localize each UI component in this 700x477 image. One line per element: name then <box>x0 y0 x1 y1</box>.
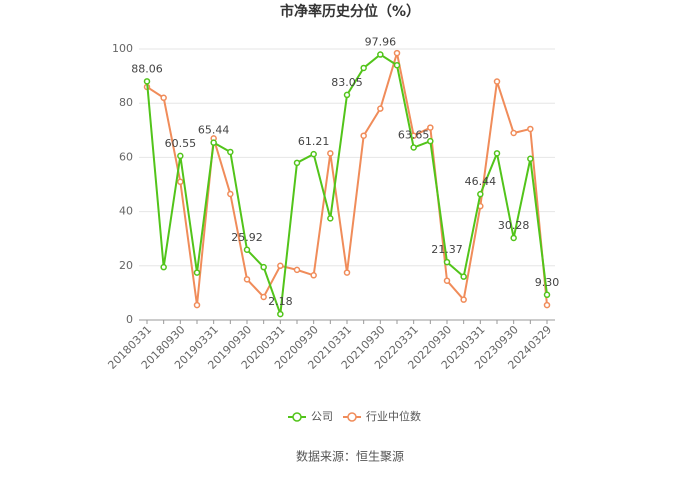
data-label: 61.21 <box>298 135 330 148</box>
point <box>193 269 201 276</box>
source: 数据来源：恒生聚源 <box>296 449 404 464</box>
point <box>327 150 334 157</box>
data-label: 97.96 <box>365 36 397 49</box>
data-label: 25.92 <box>231 231 263 244</box>
y-tick-label: 0 <box>126 313 133 326</box>
point <box>277 310 284 318</box>
point <box>293 266 301 274</box>
data-label: 30.28 <box>498 219 530 232</box>
point <box>343 91 351 99</box>
point <box>493 78 501 85</box>
point <box>327 215 334 222</box>
data-label: 83.05 <box>331 76 363 89</box>
point <box>393 49 401 57</box>
point <box>477 190 484 198</box>
point <box>243 276 251 283</box>
chart-title: 市净率历史分位（%） <box>280 3 420 20</box>
point <box>177 178 184 186</box>
point <box>510 129 517 137</box>
legend-label: 公司 <box>311 410 333 423</box>
point <box>260 263 267 271</box>
point <box>443 258 451 266</box>
data-label: 46.44 <box>465 175 497 188</box>
point <box>543 301 551 309</box>
data-label: 9.30 <box>535 276 560 289</box>
point <box>393 62 401 69</box>
y-tick-label: 40 <box>119 205 133 218</box>
point <box>277 262 284 270</box>
legend-marker <box>292 412 302 422</box>
point <box>293 159 301 167</box>
point <box>160 94 167 102</box>
data-label: 65.44 <box>198 124 230 137</box>
data-label: 2.18 <box>268 295 293 308</box>
point <box>193 301 201 309</box>
point <box>360 132 367 139</box>
point <box>310 272 317 279</box>
point <box>377 105 384 112</box>
legend-marker <box>347 412 357 422</box>
y-tick-label: 60 <box>119 150 133 163</box>
point <box>177 152 184 160</box>
point <box>143 78 151 85</box>
point <box>427 137 434 145</box>
y-tick-label: 20 <box>119 259 133 272</box>
data-label: 21.37 <box>431 243 463 256</box>
point <box>377 51 384 58</box>
point <box>160 263 167 271</box>
data-label: 63.65 <box>398 129 430 142</box>
point <box>460 273 467 280</box>
point <box>427 124 434 131</box>
y-tick-label: 100 <box>112 42 133 55</box>
point <box>227 190 234 198</box>
point <box>227 148 234 156</box>
point <box>210 139 217 146</box>
point <box>527 125 534 133</box>
legend-label: 行业中位数 <box>366 409 421 423</box>
point <box>510 234 517 242</box>
point <box>343 269 351 276</box>
point <box>460 296 467 303</box>
point <box>443 277 451 284</box>
point <box>543 291 551 299</box>
point <box>260 293 267 301</box>
point <box>310 150 317 158</box>
data-label: 88.06 <box>131 62 163 75</box>
y-tick-label: 80 <box>119 96 133 109</box>
point <box>243 246 251 254</box>
point <box>527 155 534 163</box>
point <box>410 144 417 151</box>
point <box>493 150 501 157</box>
data-label: 60.55 <box>165 137 197 150</box>
point <box>360 64 367 72</box>
